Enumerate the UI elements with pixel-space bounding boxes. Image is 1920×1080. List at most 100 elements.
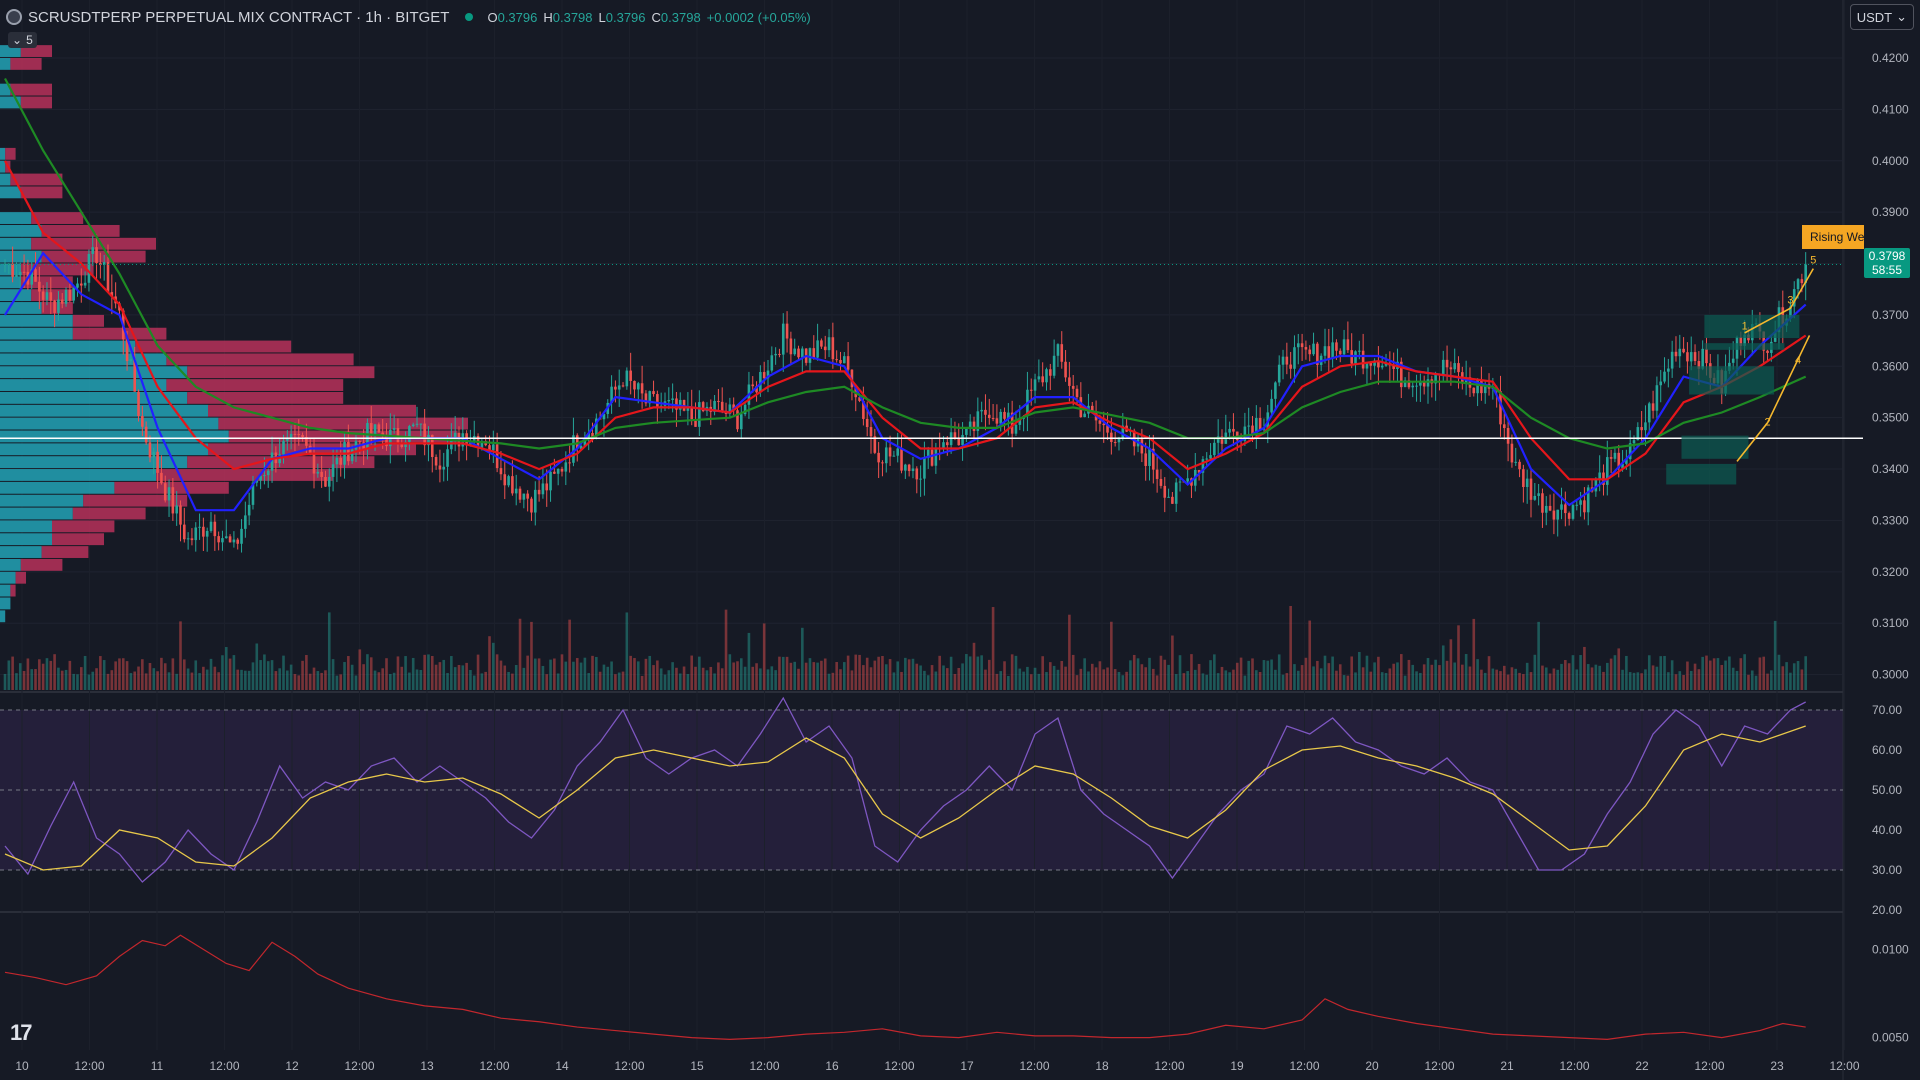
volume-bar [1090,663,1094,690]
volume-bar [1457,625,1460,690]
candle-body [728,404,732,414]
volume-bar [1716,658,1720,690]
volume-bar [240,669,243,690]
candle-body [49,292,53,301]
rsi-tick-label: 30.00 [1872,863,1902,877]
candle-body [83,282,87,286]
candle-body [1537,493,1540,496]
volume-bar [354,675,358,690]
volume-bar [1163,659,1167,690]
rising-wedge-label[interactable]: Rising We [1802,225,1864,249]
wedge-point-label: 5 [1810,255,1816,267]
volume-bar [587,673,590,690]
candle-body [972,421,976,431]
volume-bar [411,657,415,690]
candle-body [980,409,983,412]
vp-bar-up [0,597,11,610]
vp-bar-down [10,57,42,70]
volume-bar [1686,661,1689,690]
candle-body [217,536,220,543]
candle-body [1621,463,1624,469]
volume-bar [560,654,564,690]
candle-body [324,476,327,487]
symbol-header[interactable]: SCRUSDTPERP PERPETUAL MIX CONTRACT · 1h … [6,6,811,28]
candle-body [877,452,880,463]
vp-bar-down [5,147,16,160]
bar-countdown: 58:55 [1871,263,1903,277]
volume-bar [1647,655,1651,690]
time-tick-label: 12:00 [344,1059,374,1073]
vp-bar-up [0,404,208,417]
volume-bar [976,656,980,690]
candle-body [1003,411,1006,419]
volume-bar [1232,669,1235,690]
volume-bar [316,671,320,690]
tradingview-logo-icon[interactable]: 17 [10,1020,33,1045]
candle-body [301,434,304,438]
candle-body [820,340,823,347]
volume-bar [1350,656,1353,690]
candle-body [110,292,114,297]
candle-body [1636,427,1640,441]
candle-body [1548,505,1552,511]
candle-body [717,400,720,402]
volume-bar [1190,654,1193,690]
symbol-title[interactable]: SCRUSDTPERP PERPETUAL MIX CONTRACT · 1h … [28,8,450,26]
volume-bar [49,660,53,690]
volume-bar [701,667,705,690]
candle-body [492,444,495,451]
currency-selector[interactable]: USDT ⌄ [1849,4,1914,30]
candle-body [228,536,232,543]
candle-body [30,269,34,285]
volume-bar [278,668,281,690]
volume-bar [148,662,152,690]
vp-bar-up [0,571,16,584]
ohlc-values: O0.3796 H0.3798 L0.3796 C0.3798 +0.0002 … [487,10,810,25]
volume-bar [846,655,850,690]
candle-body [1407,380,1411,388]
candle-body [141,415,144,427]
candle-body [1346,339,1350,351]
volume-bar [95,668,98,690]
volume-bar [1121,675,1125,690]
volume-bar [972,642,976,690]
volume-bar [1129,660,1132,690]
candle-body [57,299,60,313]
candle-body [541,483,545,495]
candle-body [976,411,980,431]
candle-body [957,438,961,446]
candle-body [846,356,850,370]
volume-bar [1029,674,1033,690]
candle-body [1098,420,1102,424]
volume-bar [656,660,659,690]
candle-body [1651,403,1655,411]
candle-body [270,452,274,471]
volume-bar [1296,670,1300,690]
candle-body [1663,371,1666,382]
candle-body [38,281,41,292]
candle-body [339,457,343,465]
volume-bar [1201,673,1205,690]
candle-body [1144,453,1147,466]
vp-bar-down [20,96,52,109]
wedge-point-label: 3 [1787,295,1793,307]
candle-body [1445,359,1449,368]
candle-body [572,435,575,463]
volume-bar [213,666,217,690]
volume-bar [133,671,137,690]
candle-body [1255,418,1258,436]
volume-bar [22,670,26,690]
candle-body [247,504,251,516]
candle-body [34,269,37,282]
volume-bar [198,673,201,690]
indicators-collapse-button[interactable]: ⌄ 5 [8,32,37,48]
volume-bar [1396,662,1399,690]
candle-body [1029,389,1033,391]
volume-bar [1426,658,1430,690]
candle-body [560,468,564,472]
volume-bar [1071,654,1075,690]
candle-body [1598,472,1601,480]
volume-bar [15,673,18,690]
time-tick-label: 23 [1770,1059,1784,1073]
